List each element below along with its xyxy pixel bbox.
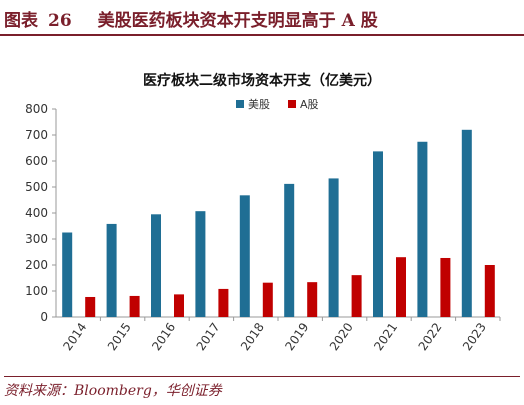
source-note: 资料来源：Bloomberg，华创证券 [4,376,520,402]
y-tick-label: 100 [25,284,48,298]
bar-us [151,214,161,317]
figure-header: 图表 26 美股医药板块资本开支明显高于 A 股 [0,0,524,36]
bar-a [484,265,495,317]
y-tick-label: 200 [25,258,48,272]
x-tick-label: 2021 [371,320,400,353]
figure-number: 26 [48,11,72,31]
y-tick-label: 800 [25,102,48,116]
legend-label-us: 美股 [248,98,270,111]
figure-caption: 美股医药板块资本开支明显高于 A 股 [97,11,378,31]
bar-us [62,232,73,317]
bar-a [440,257,451,317]
y-tick-label: 300 [25,232,48,246]
figure-label: 图表 [4,11,38,31]
y-tick-label: 600 [25,154,48,168]
legend-item-a: A股 [288,96,319,112]
bar-a [174,294,184,317]
x-tick-label: 2019 [282,320,311,353]
figure-title: 图表 26 美股医药板块资本开支明显高于 A 股 [4,6,378,31]
y-tick-label: 0 [40,310,48,324]
legend-swatch-a [288,100,296,108]
y-tick-label: 400 [25,206,48,220]
chart-title: 医疗板块二级市场资本开支（亿美元） [143,73,381,89]
x-tick-label: 2016 [149,320,178,353]
bar-a [351,275,362,317]
bar-us [284,183,295,317]
y-tick-label: 500 [25,180,48,194]
bar-us [239,195,250,317]
legend-swatch-us [236,100,244,108]
legend-item-us: 美股 [236,96,270,112]
bar-a [396,257,406,317]
x-tick-label: 2020 [327,320,356,353]
bar-a [218,288,229,317]
x-tick-label: 2023 [460,320,489,353]
bar-us [328,178,339,317]
bar-us [106,223,117,317]
x-tick-label: 2018 [238,320,267,353]
chart-legend: 美股 A股 [236,96,319,112]
bar-us [461,129,472,317]
legend-label-a: A股 [300,98,319,111]
bar-a [262,282,273,317]
bar-us [417,141,428,317]
x-tick-label: 2017 [194,320,223,353]
bar-us [373,151,383,317]
bar-a [85,296,96,317]
bar-a [129,295,140,317]
bar-a [307,282,318,317]
y-tick-label: 700 [25,128,48,142]
bar-chart: 0 100 200 300 400 500 600 700 800 2014 2015 2016 201… [25,102,501,353]
x-tick-label: 2014 [60,320,89,353]
x-tick-label: 2015 [105,320,134,353]
x-tick-label: 2022 [416,320,445,353]
bar-us [195,211,206,317]
